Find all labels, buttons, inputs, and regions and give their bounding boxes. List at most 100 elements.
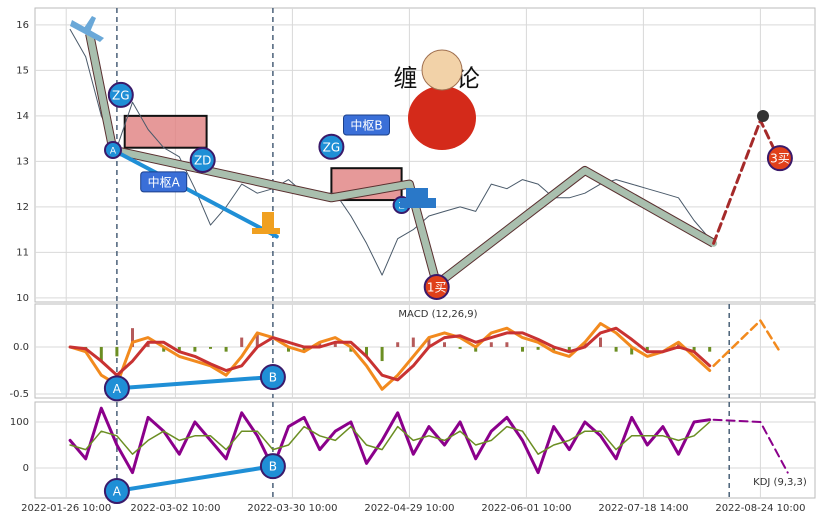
macd-bar — [599, 337, 602, 347]
x-tick-label: 2022-04-29 10:00 — [364, 503, 454, 514]
y-tick-label: 13 — [16, 156, 29, 167]
marker — [103, 375, 130, 402]
x-tick-label: 2022-06-01 10:00 — [481, 503, 571, 514]
monk-head — [421, 49, 463, 91]
macd-bar — [333, 342, 337, 347]
macd-bar — [380, 346, 384, 362]
panel-frame — [34, 401, 816, 499]
panel-title: MACD (12,26,9) — [398, 309, 477, 320]
end-dot — [757, 110, 769, 122]
macd-bar — [209, 346, 212, 349]
macd-bar — [645, 346, 649, 352]
y-tick-label: 16 — [16, 20, 29, 31]
macd-bar — [677, 342, 680, 347]
monk-figure — [408, 86, 476, 150]
macd-bar — [489, 342, 493, 347]
marker-label: ZG — [112, 88, 130, 102]
marker-label: B — [269, 460, 277, 474]
y-tick-label: -0.5 — [9, 389, 29, 400]
series-line — [68, 406, 712, 475]
x-tick-label: 2022-01-26 10:00 — [21, 503, 111, 514]
series-line — [69, 421, 711, 455]
macd-bar — [521, 346, 524, 352]
y-tick-label: 0 — [23, 463, 29, 474]
macd-bar — [505, 342, 509, 347]
series-line — [68, 322, 712, 391]
series-line — [114, 375, 275, 391]
y-tick-label: 0.0 — [13, 342, 29, 353]
y-tick-label: 10 — [16, 293, 29, 304]
macd-bar — [131, 328, 134, 347]
title-word: 缠 — [394, 64, 418, 92]
car-icon — [400, 188, 436, 208]
panel-title: KDJ (9,3,3) — [753, 477, 807, 488]
zone-label: 中枢B — [350, 117, 382, 132]
marker-label: ZD — [194, 154, 211, 168]
scooter-icon — [252, 212, 280, 234]
macd-bar — [443, 342, 446, 347]
plane-icon — [70, 16, 104, 42]
series-line — [68, 326, 712, 382]
macd-bar — [224, 346, 228, 352]
marker — [259, 453, 286, 480]
macd-bar — [365, 346, 368, 357]
x-tick-label: 2022-03-02 10:00 — [130, 503, 220, 514]
zone-label-box — [343, 114, 390, 136]
y-tick-label: 11 — [16, 247, 29, 258]
marker-label: A — [113, 485, 122, 499]
x-tick-label: 2022-03-30 10:00 — [247, 503, 337, 514]
macd-bar — [536, 346, 540, 350]
macd-bar — [193, 346, 197, 352]
marker-label: ZG — [323, 140, 341, 154]
marker — [423, 273, 450, 300]
y-tick-label: 14 — [16, 111, 29, 122]
macd-bar — [474, 346, 478, 352]
zone-label: 中枢A — [148, 174, 181, 189]
macd-bar — [162, 346, 166, 352]
macd-bar — [411, 337, 415, 347]
marker-label: B — [269, 371, 277, 385]
macd-bar — [630, 346, 634, 355]
macd-bar — [287, 346, 290, 352]
marker — [104, 140, 122, 159]
macd-bar — [177, 346, 181, 352]
projection-line — [712, 319, 782, 368]
y-tick-label: 12 — [16, 202, 29, 213]
panel-frame — [34, 303, 816, 399]
series-line — [111, 148, 279, 239]
marker-label: A — [113, 382, 122, 396]
marker — [189, 147, 216, 174]
macd-bar — [427, 337, 431, 347]
macd-bar — [99, 346, 103, 362]
macd-bar — [708, 346, 712, 352]
zone — [123, 114, 208, 149]
zone-label-box — [140, 171, 188, 193]
x-tick-label: 2022-08-24 10:00 — [715, 503, 805, 514]
marker-label: 3买 — [770, 152, 790, 166]
marker-label: 1买 — [427, 280, 447, 294]
macd-bar — [396, 342, 400, 347]
marker — [766, 145, 793, 172]
x-tick-label: 2022-07-18 14:00 — [598, 503, 688, 514]
marker — [318, 133, 345, 160]
macd-bar — [240, 337, 244, 347]
marker — [107, 81, 134, 108]
macd-bar — [614, 346, 618, 352]
y-tick-label: 15 — [16, 65, 29, 76]
marker — [103, 478, 130, 505]
macd-bar — [115, 346, 119, 357]
marker — [259, 364, 286, 391]
macd-bar — [552, 346, 556, 352]
y-tick-label: 100 — [10, 417, 29, 428]
macd-bar — [567, 346, 571, 352]
projection-line — [712, 418, 789, 474]
macd-bar — [318, 342, 322, 347]
macd-bar — [255, 332, 259, 347]
series-line — [114, 464, 275, 493]
macd-bar — [583, 342, 587, 347]
marker-label: A — [110, 146, 117, 156]
macd-bar — [458, 346, 462, 349]
macd-bar — [302, 346, 306, 352]
